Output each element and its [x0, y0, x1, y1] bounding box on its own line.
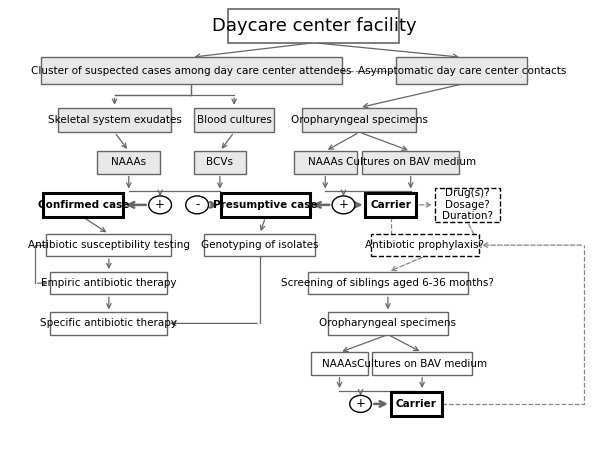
Text: Specific antibiotic therapy: Specific antibiotic therapy [40, 319, 178, 328]
Text: Carrier: Carrier [370, 200, 411, 210]
FancyBboxPatch shape [194, 151, 245, 174]
FancyBboxPatch shape [204, 234, 315, 256]
Text: +: + [356, 397, 365, 410]
FancyBboxPatch shape [372, 352, 472, 375]
Text: Oropharyngeal specimens: Oropharyngeal specimens [319, 319, 457, 328]
FancyBboxPatch shape [365, 193, 416, 217]
FancyBboxPatch shape [371, 234, 479, 256]
FancyBboxPatch shape [311, 352, 368, 375]
Text: Daycare center facility: Daycare center facility [212, 17, 416, 35]
Text: Skeletal system exudates: Skeletal system exudates [47, 115, 181, 125]
FancyBboxPatch shape [229, 9, 399, 43]
Text: Antibiotic susceptibility testing: Antibiotic susceptibility testing [28, 240, 190, 250]
FancyBboxPatch shape [391, 392, 442, 416]
Text: Screening of siblings aged 6-36 months?: Screening of siblings aged 6-36 months? [281, 278, 494, 288]
FancyBboxPatch shape [294, 151, 356, 174]
FancyBboxPatch shape [435, 188, 500, 222]
FancyBboxPatch shape [97, 151, 160, 174]
Text: BCVs: BCVs [206, 158, 233, 167]
Text: NAAAs: NAAAs [308, 158, 343, 167]
Text: Confirmed case: Confirmed case [38, 200, 129, 210]
Circle shape [332, 196, 355, 214]
Text: NAAAs: NAAAs [322, 359, 357, 369]
Text: -: - [195, 198, 199, 211]
FancyBboxPatch shape [194, 108, 274, 132]
Text: +: + [338, 198, 349, 211]
Circle shape [149, 196, 172, 214]
FancyBboxPatch shape [328, 312, 448, 334]
Text: Presumptive case: Presumptive case [213, 200, 318, 210]
FancyBboxPatch shape [50, 272, 167, 294]
Circle shape [350, 396, 371, 412]
FancyBboxPatch shape [221, 193, 310, 217]
FancyBboxPatch shape [302, 108, 416, 132]
Text: Genotyping of isolates: Genotyping of isolates [201, 240, 319, 250]
FancyBboxPatch shape [362, 151, 459, 174]
Text: Empiric antibiotic therapy: Empiric antibiotic therapy [41, 278, 176, 288]
FancyBboxPatch shape [58, 108, 172, 132]
Text: +: + [155, 198, 165, 211]
Text: Cluster of suspected cases among day care center attendees: Cluster of suspected cases among day car… [31, 66, 352, 76]
FancyBboxPatch shape [50, 312, 167, 334]
Text: Drug(s)?
Dosage?
Duration?: Drug(s)? Dosage? Duration? [442, 188, 493, 221]
Text: Carrier: Carrier [396, 399, 437, 409]
FancyBboxPatch shape [397, 57, 527, 84]
Text: Cultures on BAV medium: Cultures on BAV medium [346, 158, 476, 167]
FancyBboxPatch shape [43, 193, 123, 217]
Text: Cultures on BAV medium: Cultures on BAV medium [357, 359, 487, 369]
FancyBboxPatch shape [46, 234, 172, 256]
Circle shape [186, 196, 209, 214]
Text: Oropharyngeal specimens: Oropharyngeal specimens [291, 115, 428, 125]
Text: Antibiotic prophylaxis?: Antibiotic prophylaxis? [365, 240, 484, 250]
FancyBboxPatch shape [308, 272, 467, 294]
Text: Blood cultures: Blood cultures [197, 115, 272, 125]
Text: Asymptomatic day care center contacts: Asymptomatic day care center contacts [358, 66, 566, 76]
Text: NAAAs: NAAAs [111, 158, 146, 167]
FancyBboxPatch shape [41, 57, 343, 84]
